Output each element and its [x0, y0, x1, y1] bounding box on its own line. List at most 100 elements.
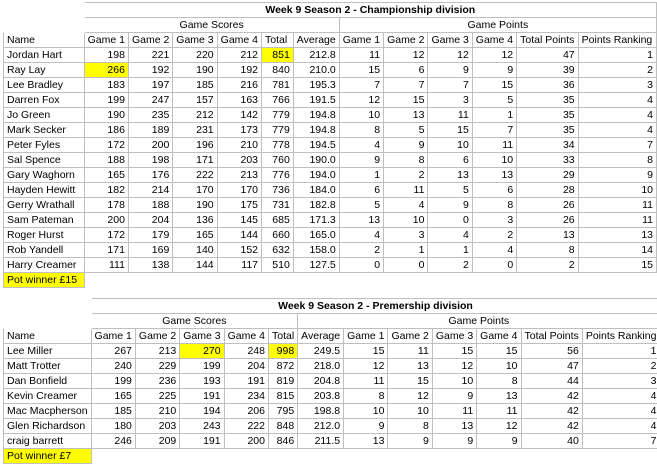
score-cell: 196: [173, 138, 217, 153]
score-cell: 220: [173, 48, 217, 63]
score-cell: 13: [388, 359, 432, 374]
column-header: Game 1: [84, 33, 128, 48]
player-name-cell: Jordan Hart: [4, 48, 85, 63]
score-cell: 175: [217, 198, 261, 213]
score-cell: 778: [262, 138, 294, 153]
score-cell: 0: [384, 258, 428, 273]
score-cell: 42: [521, 389, 582, 404]
score-cell: 766: [262, 93, 294, 108]
score-cell: 190.0: [293, 153, 339, 168]
column-header: Game 2: [128, 33, 172, 48]
score-cell: 44: [521, 374, 582, 389]
player-name-cell: Gary Waghorn: [4, 168, 85, 183]
score-cell: 3: [582, 374, 657, 389]
score-cell: 173: [217, 123, 261, 138]
score-cell: 9: [432, 434, 476, 449]
score-cell: 198: [84, 48, 128, 63]
score-cell: 848: [268, 419, 297, 434]
score-cell: 179: [128, 228, 172, 243]
score-cell: 199: [84, 93, 128, 108]
score-cell: 194.5: [293, 138, 339, 153]
score-cell: 0: [428, 213, 472, 228]
score-cell: 33: [517, 153, 578, 168]
score-cell: 145: [217, 213, 261, 228]
player-name-cell: Sal Spence: [4, 153, 85, 168]
score-cell: 28: [517, 183, 578, 198]
score-cell: 872: [268, 359, 297, 374]
championship-group-scores: Game Scores: [84, 18, 339, 33]
score-cell: 8: [344, 389, 388, 404]
score-cell: 222: [173, 168, 217, 183]
score-cell: 8: [477, 374, 521, 389]
score-cell: 204.8: [298, 374, 344, 389]
score-cell: 11: [477, 404, 521, 419]
score-cell: 171: [173, 153, 217, 168]
score-cell: 12: [432, 359, 476, 374]
score-cell: 9: [578, 168, 656, 183]
column-header: Game 3: [173, 33, 217, 48]
score-cell: 117: [217, 258, 261, 273]
championship-table: Week 9 Season 2 - Championship division …: [3, 2, 657, 288]
score-cell: 152: [217, 243, 261, 258]
score-cell: 221: [128, 48, 172, 63]
score-cell: 9: [432, 389, 476, 404]
score-cell: 10: [388, 404, 432, 419]
column-header: Name: [4, 329, 92, 344]
score-cell: 10: [384, 213, 428, 228]
column-header: Points Ranking: [582, 329, 657, 344]
score-cell: 191: [180, 434, 224, 449]
score-cell: 170: [173, 183, 217, 198]
score-cell: 193: [180, 374, 224, 389]
score-cell: 15: [384, 93, 428, 108]
player-name-cell: Lee Miller: [4, 344, 92, 359]
score-cell: 246: [91, 434, 135, 449]
column-header: Points Ranking: [578, 33, 656, 48]
column-header: Game 4: [472, 33, 516, 48]
score-cell: 9: [339, 153, 383, 168]
player-name-cell: Ray Lay: [4, 63, 85, 78]
score-cell: 40: [521, 434, 582, 449]
score-cell: 185: [91, 404, 135, 419]
score-cell: 183: [84, 78, 128, 93]
score-cell: 3: [578, 78, 656, 93]
score-cell: 235: [128, 108, 172, 123]
score-cell: 127.5: [293, 258, 339, 273]
player-name-cell: Roger Hurst: [4, 228, 85, 243]
score-cell: 736: [262, 183, 294, 198]
score-cell: 198: [128, 153, 172, 168]
column-header: Total Points: [517, 33, 578, 48]
column-header: Average: [298, 329, 344, 344]
score-cell: 267: [91, 344, 135, 359]
score-cell: 6: [384, 63, 428, 78]
score-cell: 184.0: [293, 183, 339, 198]
score-cell: 776: [262, 168, 294, 183]
score-cell: 157: [173, 93, 217, 108]
score-cell: 3: [384, 228, 428, 243]
score-cell: 10: [344, 404, 388, 419]
score-cell: 140: [173, 243, 217, 258]
score-cell: 779: [262, 108, 294, 123]
score-cell: 5: [384, 123, 428, 138]
score-cell: 34: [517, 138, 578, 153]
score-cell: 15: [477, 344, 521, 359]
column-header: Game 4: [217, 33, 261, 48]
column-header: Name: [4, 33, 85, 48]
player-name-cell: Mac Macpherson: [4, 404, 92, 419]
column-header: Game 2: [388, 329, 432, 344]
score-cell: 203: [217, 153, 261, 168]
score-cell: 779: [262, 123, 294, 138]
score-cell: 7: [339, 78, 383, 93]
score-cell: 186: [84, 123, 128, 138]
score-cell: 190: [173, 63, 217, 78]
score-cell: 169: [128, 243, 172, 258]
score-cell: 8: [384, 153, 428, 168]
